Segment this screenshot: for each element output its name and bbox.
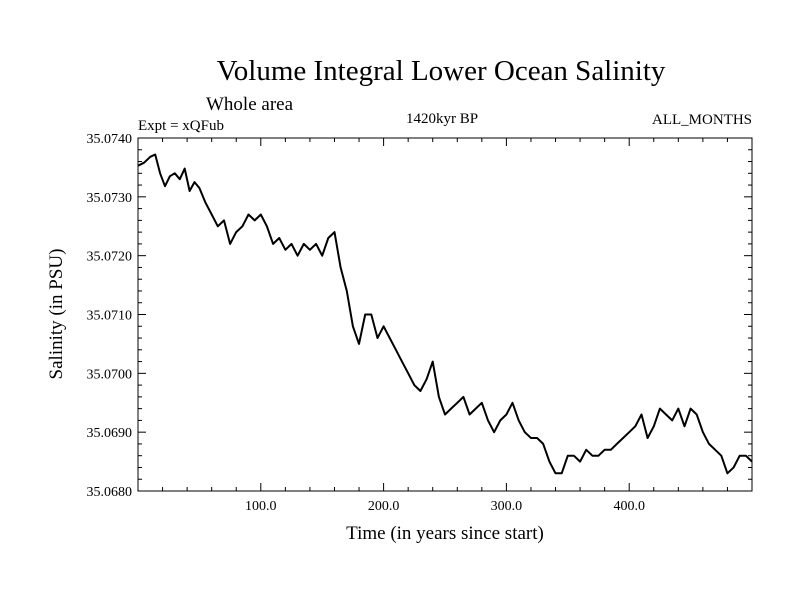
y-tick-label: 35.0680: [87, 485, 133, 500]
x-axis-ticks: 100.0 200.0 300.0 400.0: [162, 138, 728, 514]
y-tick-label: 35.0700: [87, 367, 133, 382]
y-tick-label: 35.0730: [87, 191, 133, 206]
chart-subtitle: Whole area: [206, 94, 294, 115]
x-tick-label: 100.0: [245, 499, 277, 514]
x-axis-label: Time (in years since start): [346, 523, 544, 544]
y-axis-ticks: 35.0680 35.0690 35.0700 35.0710 35.0720 35.07…: [87, 132, 752, 500]
plot-frame: [137, 137, 753, 492]
chart-title: Volume Integral Lower Ocean Salinity: [217, 55, 666, 87]
months-label: ALL_MONTHS: [652, 112, 752, 128]
period-label: 1420kyr BP: [406, 111, 478, 127]
salinity-series-line: [137, 153, 753, 475]
y-axis-label: Salinity (in PSU): [46, 249, 67, 380]
y-tick-label: 35.0710: [87, 309, 133, 324]
x-tick-label: 400.0: [613, 499, 645, 514]
y-tick-label: 35.0690: [87, 426, 133, 441]
x-tick-label: 200.0: [368, 499, 400, 514]
y-tick-label: 35.0740: [87, 132, 133, 147]
x-tick-label: 300.0: [491, 499, 523, 514]
experiment-label: Expt = xQFub: [138, 118, 224, 134]
y-tick-label: 35.0720: [87, 250, 133, 265]
